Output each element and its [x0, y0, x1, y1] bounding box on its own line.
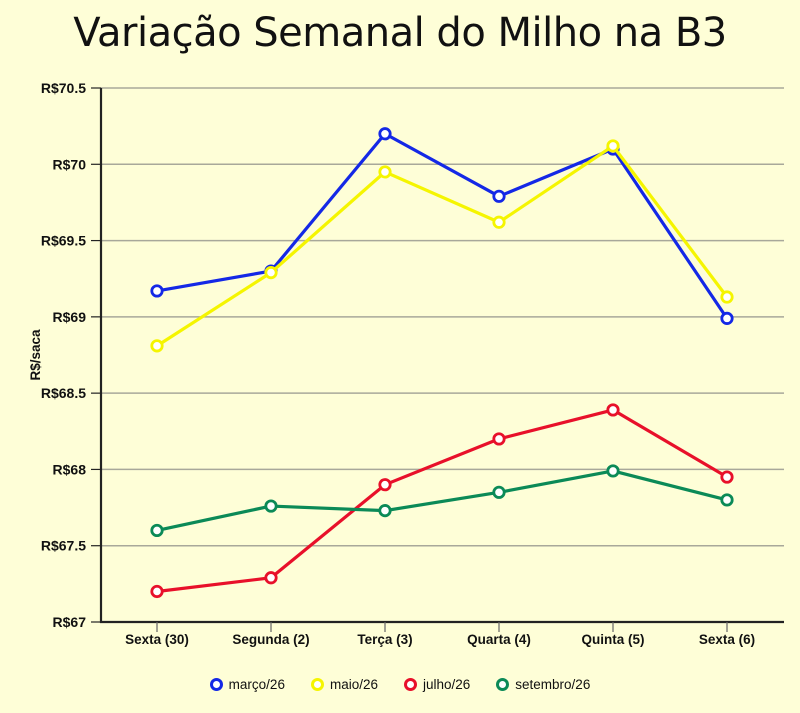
- series-line: [156, 408, 728, 594]
- data-point[interactable]: [720, 290, 734, 304]
- y-axis-ticks: R$67 R$67.5 R$68 R$68.5 R$69 R$69.5 R$70 R$70.5: [41, 80, 101, 630]
- legend-marker-icon: [209, 678, 223, 691]
- legend-item[interactable]: maio/26: [310, 677, 378, 692]
- y-tick-label: R$67: [53, 614, 87, 630]
- data-point[interactable]: [492, 189, 506, 203]
- data-point[interactable]: [606, 403, 620, 417]
- data-point[interactable]: [720, 470, 734, 484]
- data-point[interactable]: [720, 493, 734, 507]
- data-point[interactable]: [150, 284, 164, 298]
- x-axis-ticks: Sexta (30) Segunda (2) Terça (3) Quarta (4)…: [125, 622, 755, 647]
- data-point[interactable]: [378, 127, 392, 141]
- y-tick-label: R$68.5: [41, 385, 86, 401]
- legend-marker-icon: [403, 678, 417, 691]
- data-point[interactable]: [492, 432, 506, 446]
- data-point[interactable]: [492, 485, 506, 499]
- series-line: [156, 144, 729, 348]
- series-maio-26: [150, 139, 734, 353]
- y-tick-label: R$69: [53, 309, 87, 325]
- series-setembro-26: [150, 464, 734, 538]
- x-tick-label: Segunda (2): [232, 632, 309, 647]
- legend-item[interactable]: setembro/26: [496, 677, 590, 692]
- x-tick-label: Sexta (30): [125, 632, 189, 647]
- data-point[interactable]: [150, 339, 164, 353]
- gridlines: [101, 87, 784, 623]
- data-point[interactable]: [264, 266, 278, 280]
- data-point[interactable]: [606, 464, 620, 478]
- legend-label: março/26: [228, 677, 285, 692]
- legend-item[interactable]: julho/26: [403, 677, 471, 692]
- chart-title: Variação Semanal do Milho na B3: [73, 10, 727, 56]
- data-point[interactable]: [264, 571, 278, 585]
- series-line: [156, 132, 729, 320]
- series-line: [156, 469, 728, 533]
- series-julho-26: [150, 403, 734, 599]
- x-tick-label: Quarta (4): [467, 632, 531, 647]
- data-point[interactable]: [150, 584, 164, 599]
- legend-label: julho/26: [422, 677, 471, 692]
- y-tick-label: R$70.5: [41, 80, 86, 96]
- data-point[interactable]: [606, 139, 620, 153]
- y-axis-title: R$/saca: [28, 329, 43, 381]
- data-point[interactable]: [492, 215, 506, 229]
- data-point[interactable]: [378, 165, 392, 179]
- data-point[interactable]: [720, 311, 734, 325]
- data-point[interactable]: [378, 478, 392, 492]
- y-tick-label: R$70: [53, 156, 87, 172]
- x-tick-label: Quinta (5): [582, 632, 645, 647]
- y-tick-label: R$69.5: [41, 233, 86, 249]
- legend: março/26 maio/26 julho/26 setembro/26: [0, 677, 800, 692]
- legend-marker-icon: [496, 678, 510, 691]
- x-tick-label: Sexta (6): [699, 632, 755, 647]
- y-tick-label: R$68: [53, 461, 87, 477]
- legend-marker-icon: [310, 678, 324, 691]
- legend-label: maio/26: [329, 677, 378, 692]
- data-point[interactable]: [378, 504, 392, 518]
- data-point[interactable]: [264, 499, 278, 513]
- data-point[interactable]: [150, 523, 164, 538]
- y-tick-label: R$67.5: [41, 538, 86, 554]
- legend-label: setembro/26: [515, 677, 591, 692]
- legend-item[interactable]: março/26: [209, 677, 285, 692]
- x-tick-label: Terça (3): [357, 632, 412, 647]
- series-lines: [150, 127, 734, 599]
